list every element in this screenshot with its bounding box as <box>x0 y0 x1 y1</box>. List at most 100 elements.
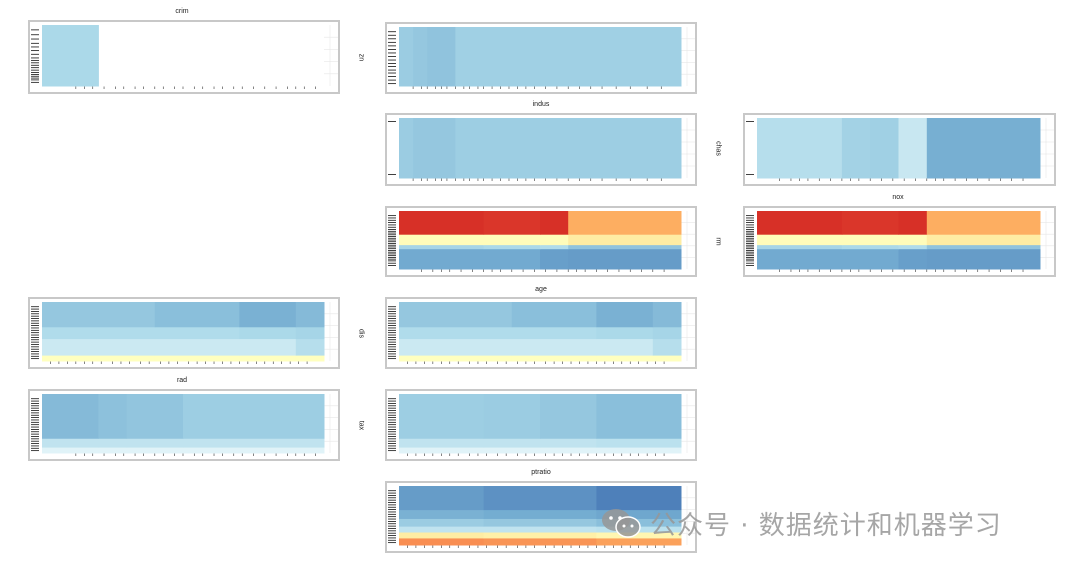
heatmap-cell <box>413 27 428 87</box>
heatmap-cell <box>399 537 485 546</box>
heatmap-cell <box>295 302 325 328</box>
heatmap-cell <box>399 211 485 235</box>
heatmap-cell <box>926 118 1041 179</box>
panel-title-chas: chas <box>714 141 722 156</box>
heatmap-cell <box>399 118 414 179</box>
heatmap-cell <box>483 537 597 546</box>
heatmap-cell <box>926 234 1041 246</box>
heatmap-cell <box>757 211 843 235</box>
heatmap-cell <box>898 234 928 246</box>
panel-title-rm: rm <box>714 237 722 246</box>
heatmap-cell <box>596 438 682 448</box>
heatmap-panel-rad <box>28 389 340 461</box>
heatmap-svg <box>31 394 338 456</box>
heatmap-cell <box>540 254 569 270</box>
heatmap-cell <box>399 27 414 87</box>
heatmap-cell <box>926 244 1041 250</box>
heatmap-cell <box>399 447 485 454</box>
heatmap-cell <box>596 447 682 454</box>
heatmap-cell <box>427 118 456 179</box>
heatmap-cell <box>399 234 485 246</box>
heatmap-cell <box>483 532 597 539</box>
heatmap-panel-tax <box>385 389 697 461</box>
heatmap-cell <box>42 394 99 439</box>
wechat-icon <box>602 509 641 538</box>
heatmap-svg <box>388 394 695 456</box>
heatmap-cell <box>652 302 682 328</box>
heatmap-cell <box>98 438 128 448</box>
heatmap-cell <box>568 234 682 246</box>
heatmap-cell <box>596 355 654 362</box>
heatmap-cell <box>511 326 597 340</box>
heatmap-panel-zn <box>385 22 697 94</box>
heatmap-cell <box>511 338 597 356</box>
heatmap-cell <box>596 486 682 511</box>
heatmap-panel-age <box>28 297 340 369</box>
heatmap-cell <box>511 302 597 328</box>
heatmap-cell <box>596 509 682 519</box>
heatmap-cell <box>295 338 325 356</box>
heatmap-cell <box>399 338 513 356</box>
heatmap-panel-ptratio <box>385 481 697 553</box>
panel-title-zn: zn <box>357 53 365 62</box>
heatmap-cell <box>399 254 485 270</box>
heatmap-cell <box>652 338 682 356</box>
heatmap-cell <box>399 518 485 527</box>
heatmap-cell <box>98 447 128 454</box>
heatmap-cell <box>427 27 456 87</box>
heatmap-cell <box>399 302 513 328</box>
heatmap-cell <box>596 532 682 539</box>
heatmap-cell <box>42 25 99 87</box>
heatmap-cell <box>926 211 1041 235</box>
heatmap-cell <box>455 27 682 87</box>
heatmap-svg <box>746 211 1054 272</box>
heatmap-cell <box>42 326 156 340</box>
heatmap-svg <box>388 211 695 272</box>
heatmap-cell <box>540 244 569 250</box>
heatmap-cell <box>239 302 297 328</box>
heatmap-cell <box>239 338 297 356</box>
heatmap-cell <box>483 526 597 533</box>
heatmap-cell <box>596 302 654 328</box>
heatmap-svg <box>746 118 1054 181</box>
heatmap-cell <box>154 326 240 340</box>
heatmap-svg <box>388 302 695 364</box>
heatmap-cell <box>126 447 184 454</box>
heatmap-svg <box>31 25 338 89</box>
heatmap-cell <box>596 537 682 546</box>
heatmap-cell <box>841 118 871 179</box>
heatmap-cell <box>652 326 682 340</box>
heatmap-cell <box>652 355 682 362</box>
heatmap-cell <box>483 438 541 448</box>
heatmap-cell <box>511 355 597 362</box>
heatmap-cell <box>568 254 682 270</box>
heatmap-cell <box>42 438 99 448</box>
heatmap-cell <box>568 211 682 235</box>
panel-title-rad: rad <box>176 377 188 384</box>
heatmap-cell <box>841 248 899 255</box>
heatmap-cell <box>841 234 899 246</box>
panel-title-tax: tax <box>357 420 365 431</box>
heatmap-cell <box>483 244 541 250</box>
panel-title-nox: nox <box>892 194 904 201</box>
watermark-text: 公众号 · 数据统计和机器学习 <box>650 510 1002 541</box>
heatmap-cell <box>898 211 928 235</box>
heatmap-cell <box>540 211 569 235</box>
heatmap-cell <box>926 248 1041 255</box>
heatmap-cell <box>898 118 928 179</box>
heatmap-cell <box>483 394 541 439</box>
heatmap-cell <box>568 248 682 255</box>
heatmap-cell <box>239 355 297 362</box>
heatmap-cell <box>757 254 843 270</box>
heatmap-cell <box>413 118 428 179</box>
heatmap-cell <box>399 326 513 340</box>
heatmap-cell <box>295 355 325 362</box>
heatmap-cell <box>42 302 156 328</box>
heatmap-cell <box>399 394 485 439</box>
heatmap-cell <box>483 234 541 246</box>
heatmap-cell <box>483 254 541 270</box>
heatmap-svg <box>31 302 338 364</box>
panel-title-age: age <box>535 286 547 293</box>
heatmap-cell <box>540 248 569 255</box>
heatmap-cell <box>126 394 184 439</box>
